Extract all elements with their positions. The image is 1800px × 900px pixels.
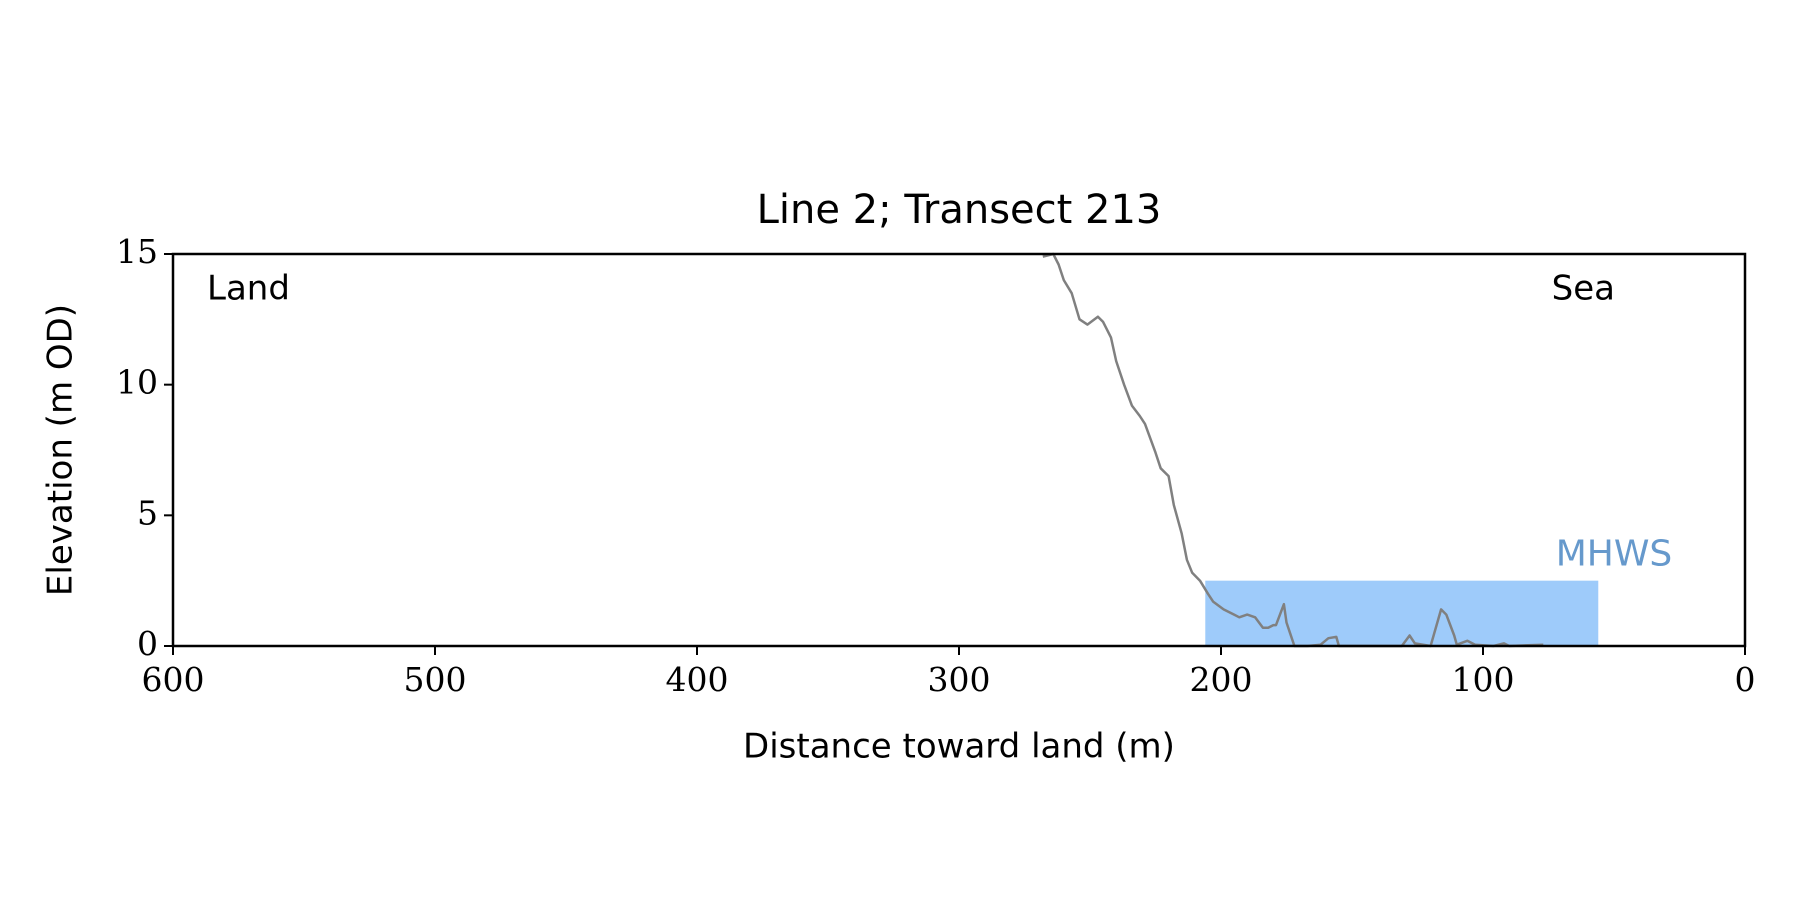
- y-tick-label: 0: [137, 624, 158, 663]
- x-tick-label: 100: [1452, 660, 1515, 699]
- line: [1042, 252, 1544, 648]
- y-tick-label: 10: [116, 363, 158, 402]
- x-tick-label: 600: [142, 660, 205, 699]
- band-label: MHWS: [1556, 534, 1673, 575]
- chart-title: Line 2; Transect 213: [757, 187, 1162, 233]
- annotation: Sea: [1552, 269, 1615, 309]
- x-tick-label: 200: [1190, 660, 1253, 699]
- mhws-band: [1205, 580, 1599, 646]
- x-tick-label: 0: [1735, 660, 1756, 699]
- x-axis-label: Distance toward land (m): [743, 727, 1175, 767]
- y-axis-label: Elevation (m OD): [41, 304, 81, 596]
- y-tick-label: 15: [116, 232, 158, 271]
- x-tick-label: 500: [404, 660, 467, 699]
- y-tick-label: 5: [137, 493, 158, 532]
- x-tick-label: 300: [928, 660, 991, 699]
- x-tick-label: 400: [666, 660, 729, 699]
- annotation: Land: [207, 269, 290, 309]
